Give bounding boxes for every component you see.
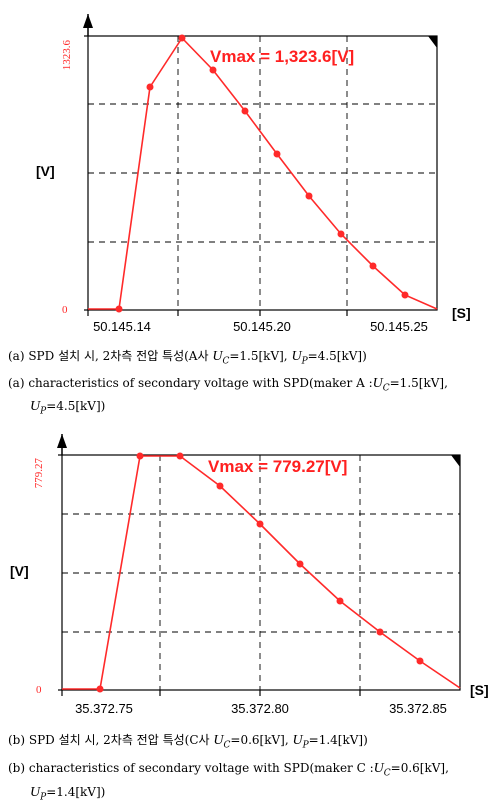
y-axis-label: [V] [36,163,55,179]
plot-area [61,454,461,691]
caption-b-en-line1: (b) characteristics of secondary voltage… [8,761,449,779]
data-point [369,262,377,270]
caption-a-en-line1: (a) characteristics of secondary voltage… [8,376,448,394]
caption-a-ko: (a) SPD 설치 시, 2차측 전압 특성(A사 UC=1.5[kV], U… [8,349,367,367]
chart-b-svg: Vmax = 779.27[V] 779.27 0 [V] 35.372.75 … [10,434,489,716]
y-tick-label-zero: 0 [62,304,68,316]
data-point [376,628,384,636]
y-tick-label-max: 779.27 [33,458,45,489]
data-point [176,452,184,460]
series-line [88,36,438,310]
x-tick-label: 50.145.20 [233,319,291,334]
data-point [416,657,424,665]
data-point [136,452,144,460]
x-tick-label: 50.145.14 [93,319,151,334]
x-tick-label: 35.372.80 [231,701,289,716]
data-point [305,192,313,200]
caption-a-en-line2: UP=4.5[kV]) [30,399,106,417]
x-tick-label: 35.372.75 [75,701,133,716]
data-point [216,482,224,490]
data-point [337,230,345,238]
caption-b-ko: (b) SPD 설치 시, 2차측 전압 특성(C사 UC=0.6[kV], U… [8,733,368,751]
series-points [96,452,424,693]
x-tick-label: 50.145.25 [370,319,428,334]
data-point [146,83,154,91]
x-tick-label: 35.372.85 [389,701,447,716]
chart-a-svg: Vmax = 1,323.6[V] 1323.6 0 [V] 50.145.14… [36,14,471,334]
y-tick-label-max: 1323.6 [61,40,73,71]
series-points [115,34,409,313]
plot-area [87,35,438,311]
data-point [273,150,281,158]
data-point [401,291,409,299]
y-tick-label-zero: 0 [36,684,42,696]
data-point [115,305,123,313]
vmax-annotation: Vmax = 1,323.6[V] [210,47,354,66]
x-axis-label: [S] [452,305,471,321]
caption-b-en-line2: UP=1.4[kV]) [30,785,106,803]
data-point [178,34,186,42]
data-point [256,520,264,528]
data-point [241,107,249,115]
chart-b: Vmax = 779.27[V] 779.27 0 [V] 35.372.75 … [0,430,503,725]
corner-marker-icon [451,455,460,467]
vmax-annotation: Vmax = 779.27[V] [208,457,347,476]
x-axis-label: [S] [470,682,489,698]
data-point [96,685,104,693]
grid [88,36,437,310]
data-point [209,66,217,74]
y-axis-label: [V] [10,563,29,579]
data-point [336,597,344,605]
chart-a: Vmax = 1,323.6[V] 1323.6 0 [V] 50.145.14… [0,0,503,340]
grid [62,455,460,690]
corner-marker-icon [428,36,437,48]
data-point [296,560,304,568]
